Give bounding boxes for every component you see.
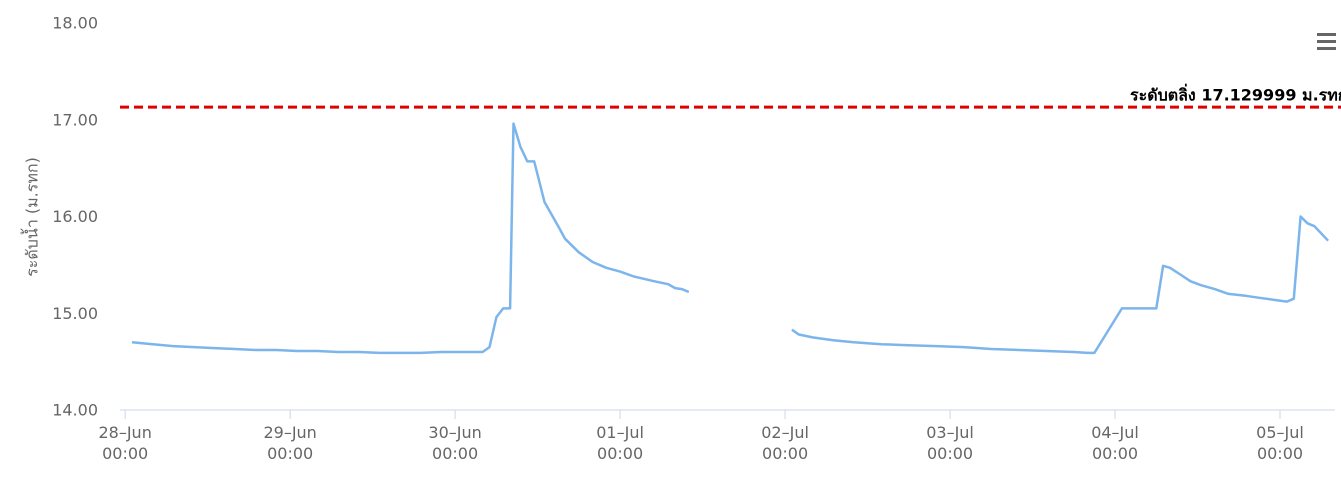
x-tick-label-line: 00:00 — [267, 444, 313, 463]
x-tick-label: 02–Jul 00:00 — [761, 423, 809, 463]
x-tick-label: 04–Jul 00:00 — [1091, 423, 1139, 463]
x-tick-label-line: 05–Jul — [1256, 423, 1304, 442]
x-tick-label: 29–Jun 00:00 — [263, 423, 316, 463]
x-tick-label: 28–Jun 00:00 — [98, 423, 151, 463]
x-tick-label-line: 00:00 — [597, 444, 643, 463]
y-tick-label: 18.00 — [52, 14, 98, 33]
y-axis-label: ระดับน้ำ (ม.รทก) — [21, 157, 42, 277]
x-tick-label: 03–Jul 00:00 — [926, 423, 974, 463]
x-tick-label-line: 01–Jul — [596, 423, 644, 442]
x-tick-label-line: 02–Jul — [761, 423, 809, 442]
menu-bar — [1317, 40, 1336, 43]
x-tick-label-line: 29–Jun — [263, 423, 316, 442]
x-tick-label-line: 00:00 — [432, 444, 478, 463]
threshold-label: ระดับตลิ่ง 17.129999 ม.รทก — [1130, 84, 1341, 105]
y-tick-label: 14.00 — [52, 401, 98, 420]
x-tick-label-line: 03–Jul — [926, 423, 974, 442]
x-tick-label: 30–Jun 00:00 — [428, 423, 481, 463]
data-line — [131, 122, 1330, 355]
x-tick-label-line: 04–Jul — [1091, 423, 1139, 442]
x-tick-label-line: 00:00 — [1092, 444, 1138, 463]
x-tick-label: 01–Jul 00:00 — [596, 423, 644, 463]
x-tick-label-line: 00:00 — [927, 444, 973, 463]
x-tick-label-line: 00:00 — [102, 444, 148, 463]
menu-bar — [1317, 47, 1336, 50]
y-tick-label: 15.00 — [52, 304, 98, 323]
y-tick-label: 17.00 — [52, 110, 98, 129]
y-tick-label: 16.00 — [52, 207, 98, 226]
x-tick-label-line: 28–Jun — [98, 423, 151, 442]
x-tick-label: 05–Jul 00:00 — [1256, 423, 1304, 463]
menu-bar — [1317, 33, 1336, 36]
x-tick-label-line: 00:00 — [1257, 444, 1303, 463]
x-tick-label-line: 00:00 — [762, 444, 808, 463]
menu-button[interactable] — [1317, 33, 1336, 50]
x-tick-label-line: 30–Jun — [428, 423, 481, 442]
